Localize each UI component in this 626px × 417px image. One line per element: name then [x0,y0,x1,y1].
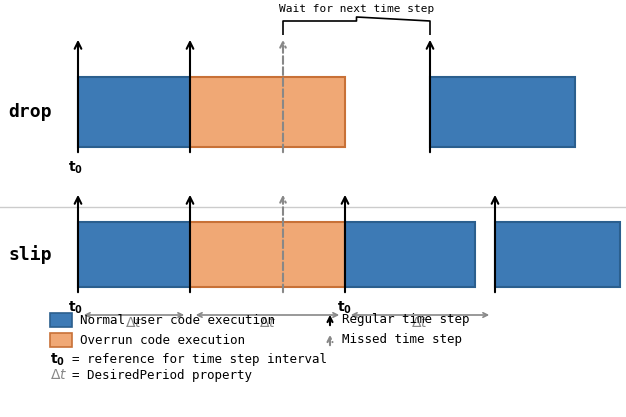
Bar [345,222,475,287]
Text: Missed time step: Missed time step [342,334,462,347]
Text: $\Delta t$: $\Delta t$ [411,316,429,330]
Bar [78,222,190,287]
Text: Wait for next time step: Wait for next time step [279,4,434,14]
Text: $\Delta t$: $\Delta t$ [50,368,68,382]
Text: slip: slip [8,245,52,264]
Text: = DesiredPeriod property: = DesiredPeriod property [72,369,252,382]
Text: $\mathbf{t_0}$: $\mathbf{t_0}$ [337,300,352,317]
Text: $\mathbf{t_0}$: $\mathbf{t_0}$ [68,300,83,317]
Bar [430,77,575,147]
Text: drop: drop [8,103,52,121]
Text: $\Delta t$: $\Delta t$ [259,316,276,330]
Bar [50,333,72,347]
Text: Overrun code execution: Overrun code execution [80,334,245,347]
Text: Normal user code execution: Normal user code execution [80,314,275,327]
Text: $\mathbf{t_0}$: $\mathbf{t_0}$ [68,160,83,176]
Bar [190,222,345,287]
Text: $\Delta t$: $\Delta t$ [125,316,143,330]
Bar [190,77,345,147]
Bar [50,313,72,327]
Text: $\mathbf{t_0}$: $\mathbf{t_0}$ [50,352,65,368]
Text: = reference for time step interval: = reference for time step interval [72,354,327,367]
Bar [78,77,190,147]
Bar [495,222,620,287]
Text: Regular time step: Regular time step [342,314,470,327]
